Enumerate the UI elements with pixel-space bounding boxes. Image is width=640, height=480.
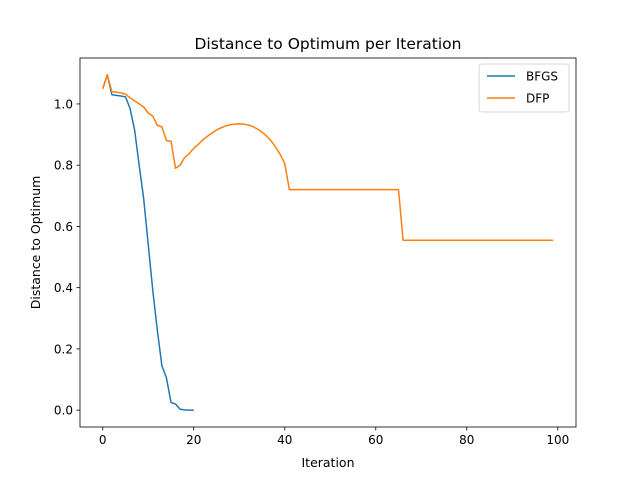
series-line-bfgs	[102, 74, 194, 411]
x-tick-label: 0	[99, 433, 107, 447]
plot-lines	[102, 74, 554, 411]
legend: BFGS DFP	[478, 63, 570, 113]
chart-title: Distance to Optimum per Iteration	[195, 35, 462, 53]
y-axis-ticks: 0.0 0.2 0.4 0.6 0.8 1.0	[54, 97, 80, 418]
y-tick-label: 0.2	[54, 342, 73, 356]
y-tick-label: 0.0	[54, 404, 73, 418]
y-axis-label: Distance to Optimum	[28, 176, 43, 310]
plot-frame	[79, 57, 577, 428]
x-tick-label: 80	[459, 433, 474, 447]
y-tick-label: 0.8	[54, 159, 73, 173]
x-axis-label: Iteration	[301, 455, 354, 470]
x-tick-label: 40	[277, 433, 292, 447]
legend-label-dfp: DFP	[526, 92, 549, 106]
legend-label-bfgs: BFGS	[526, 70, 558, 84]
x-tick-label: 20	[186, 433, 201, 447]
y-tick-label: 0.6	[54, 220, 73, 234]
y-tick-label: 0.4	[54, 281, 73, 295]
series-line-dfp	[102, 74, 554, 241]
x-tick-label: 100	[546, 433, 569, 447]
y-tick-label: 1.0	[54, 97, 73, 111]
x-tick-label: 60	[368, 433, 383, 447]
x-axis-ticks: 0 20 40 60 80 100	[99, 427, 569, 447]
